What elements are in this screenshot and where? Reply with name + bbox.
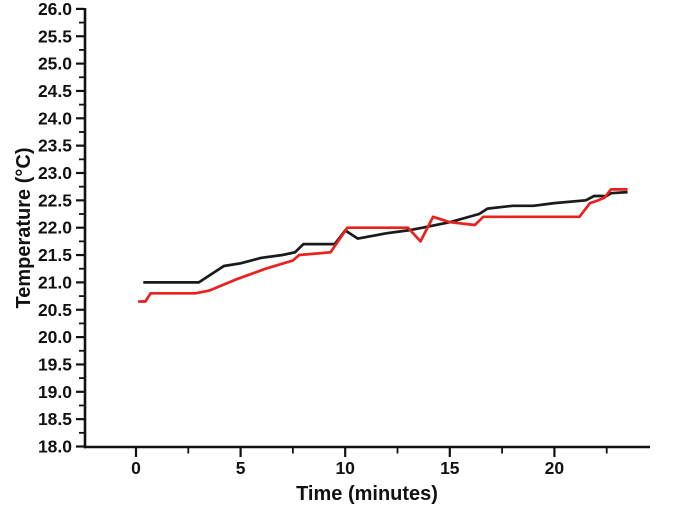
y-tick-label: 25.0 xyxy=(38,54,72,74)
x-tick-label: 0 xyxy=(131,458,141,478)
y-tick-label: 23.5 xyxy=(38,136,72,156)
y-tick-label: 21.5 xyxy=(38,245,72,265)
y-tick-label: 20.5 xyxy=(38,300,72,320)
x-tick-label: 5 xyxy=(236,458,246,478)
x-axis-title: Time (minutes) xyxy=(296,483,438,505)
y-tick-label: 25.5 xyxy=(38,26,72,46)
x-tick-label: 10 xyxy=(335,458,355,478)
y-tick-label: 18.0 xyxy=(38,437,72,457)
y-tick-label: 22.0 xyxy=(38,218,72,238)
y-tick-label: 26.0 xyxy=(38,0,72,19)
y-tick-label: 22.5 xyxy=(38,190,72,210)
x-tick-label: 20 xyxy=(545,458,565,478)
y-tick-label: 21.0 xyxy=(38,272,72,292)
series-black-line xyxy=(143,190,628,284)
y-tick-label: 19.0 xyxy=(38,382,72,402)
x-tick-label: 15 xyxy=(440,458,460,478)
y-tick-label: 20.0 xyxy=(38,327,72,347)
y-axis-title: Temperature (°C) xyxy=(13,148,35,309)
series-red-line xyxy=(138,188,628,303)
y-tick-label: 24.5 xyxy=(38,81,72,101)
y-tick-label: 23.0 xyxy=(38,163,72,183)
y-tick-label: 24.0 xyxy=(38,108,72,128)
y-tick-label: 19.5 xyxy=(38,354,72,374)
y-tick-label: 18.5 xyxy=(38,409,72,429)
